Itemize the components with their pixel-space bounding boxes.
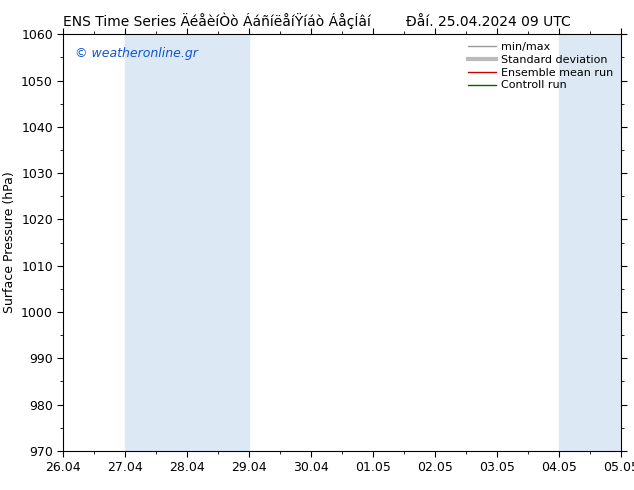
- Bar: [126, 34, 249, 451]
- Text: ENS Time Series ÄéåèíÒò ÁáñíëåíŸíáò ÁåçÍâí        Ðåí. 25.04.2024 09 UTC: ENS Time Series ÄéåèíÒò ÁáñíëåíŸíáò ÁåçÍ…: [63, 12, 571, 29]
- Bar: [559, 34, 634, 451]
- Legend: min/max, Standard deviation, Ensemble mean run, Controll run: min/max, Standard deviation, Ensemble me…: [463, 38, 618, 95]
- Y-axis label: Surface Pressure (hPa): Surface Pressure (hPa): [3, 172, 16, 314]
- Text: © weatheronline.gr: © weatheronline.gr: [75, 47, 197, 60]
